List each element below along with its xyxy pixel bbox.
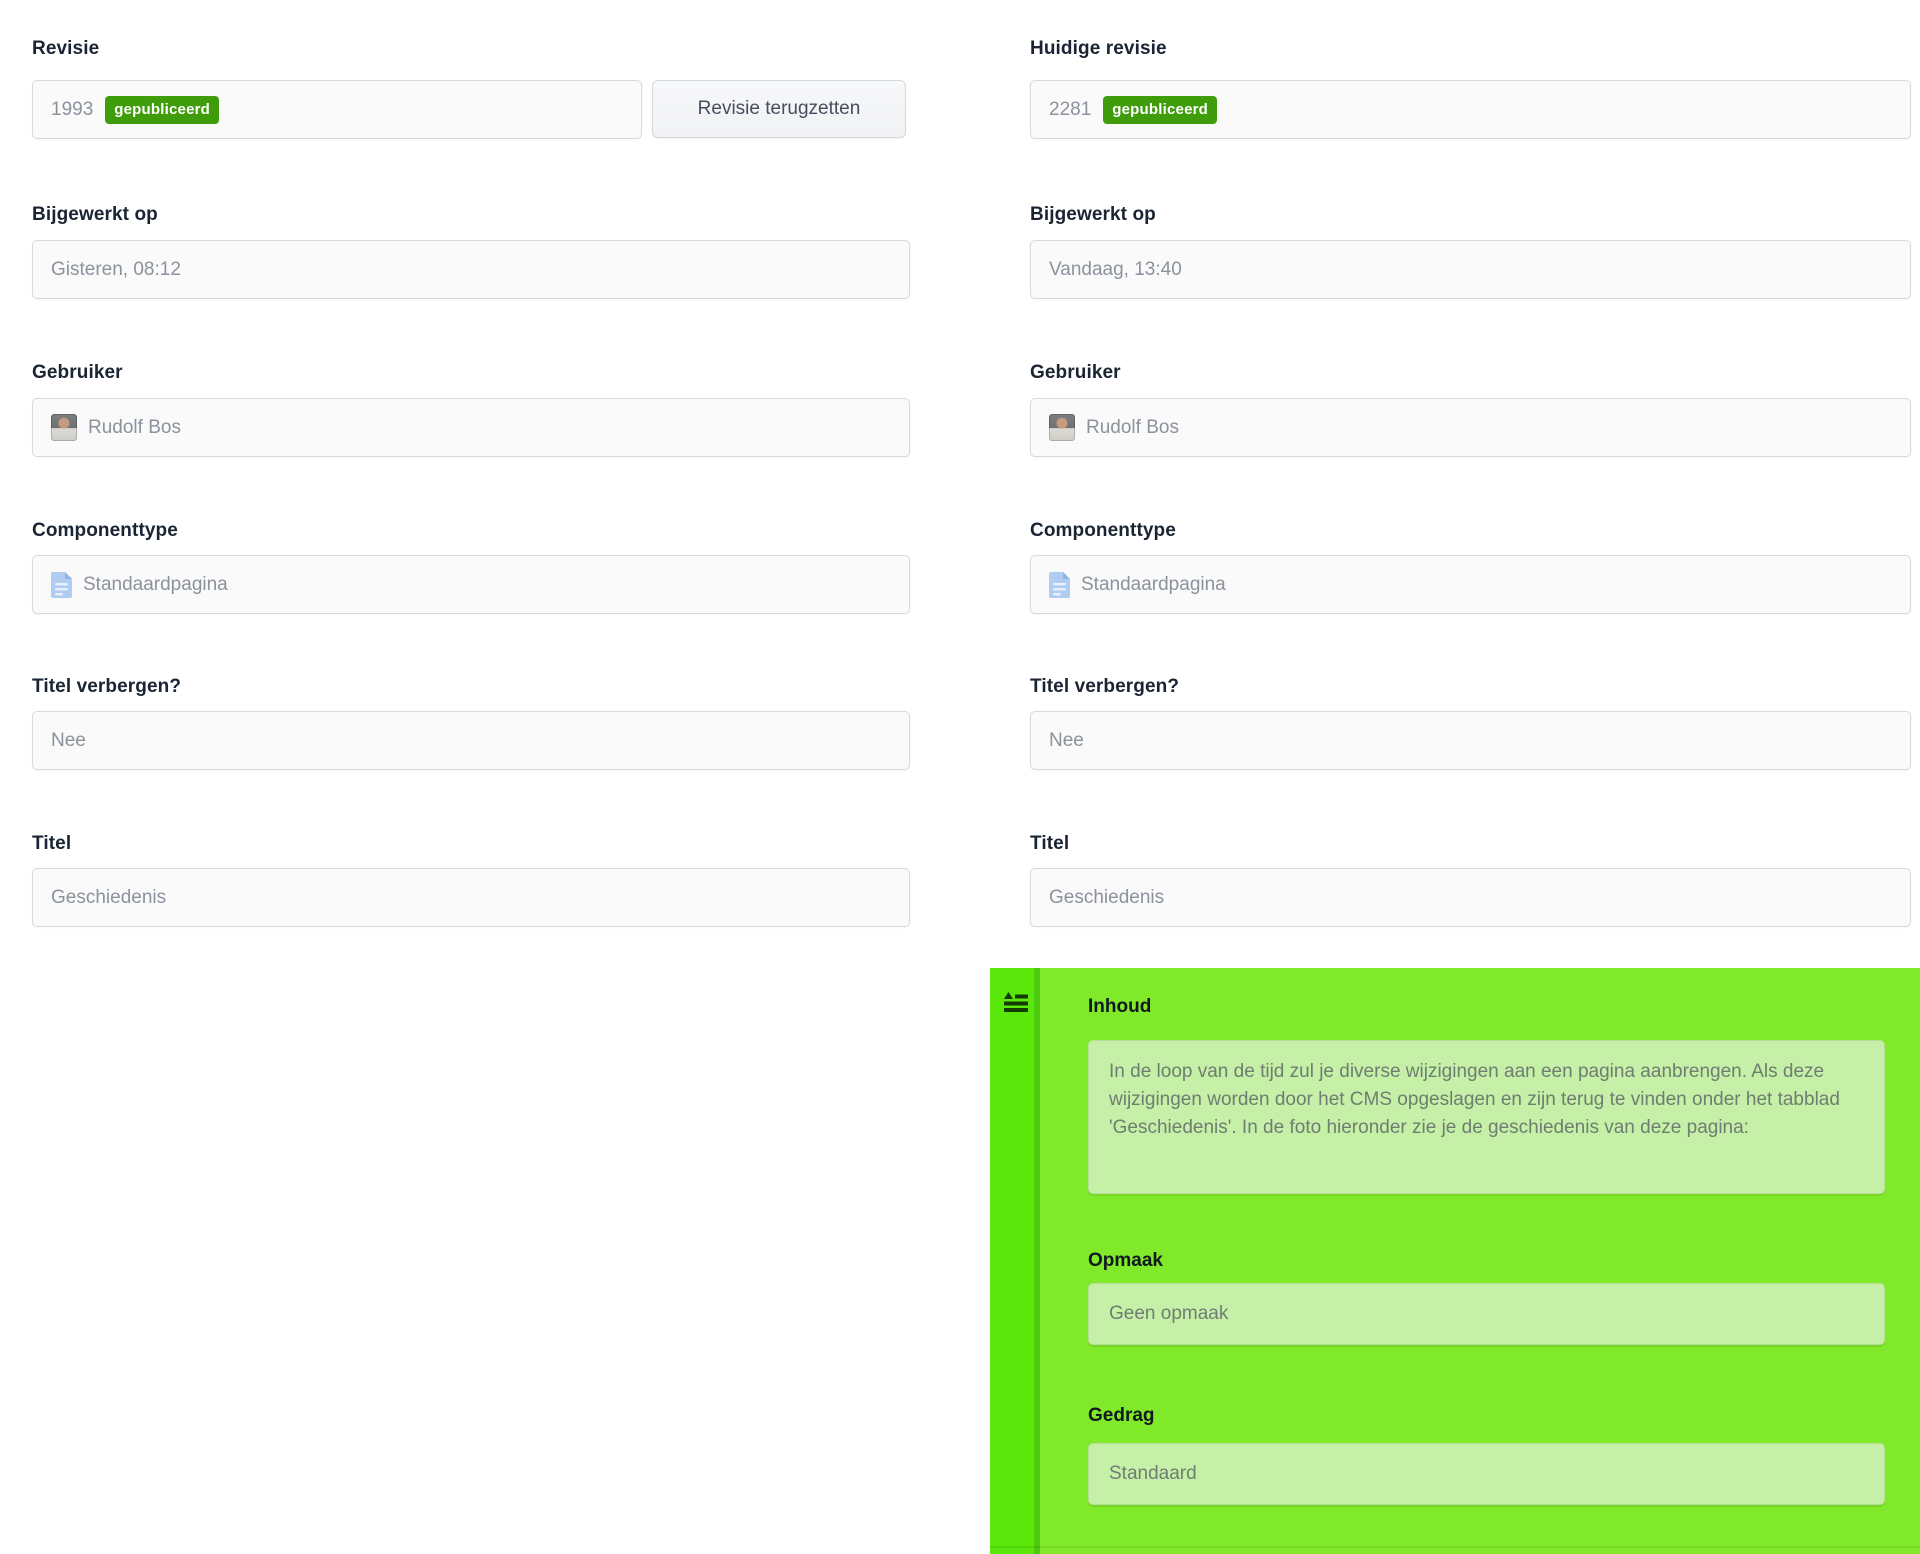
field-component-type: Standaardpagina — [1030, 555, 1911, 614]
field-value: Vandaag, 13:40 — [1049, 258, 1182, 280]
field-value: Geschiedenis — [1049, 886, 1165, 908]
diff-section-divider — [990, 1546, 1920, 1548]
document-icon — [1049, 571, 1070, 598]
diff-field-behavior-value: Standaard — [1088, 1443, 1885, 1505]
field-title: Geschiedenis — [1030, 868, 1911, 927]
current-revision-field: 2281 gepubliceerd — [1030, 80, 1911, 139]
field-label-updated-at: Bijgewerkt op — [1030, 204, 1156, 225]
field-user: Rudolf Bos — [32, 398, 910, 457]
field-label-title: Titel — [32, 833, 72, 854]
published-status-badge: gepubliceerd — [105, 95, 220, 124]
diff-field-label-behavior: Gedrag — [1088, 1405, 1155, 1426]
field-value: Rudolf Bos — [1086, 416, 1179, 438]
field-label-hide-title: Titel verbergen? — [32, 676, 182, 697]
field-label-updated-at: Bijgewerkt op — [32, 204, 158, 225]
field-label-component-type: Componenttype — [1030, 520, 1176, 541]
revision-field: 1993 gepubliceerd — [32, 80, 642, 139]
field-user: Rudolf Bos — [1030, 398, 1911, 457]
field-label-user: Gebruiker — [32, 362, 123, 383]
diff-field-label-content: Inhoud — [1088, 996, 1152, 1017]
bard-text-icon — [1004, 992, 1028, 1012]
diff-field-label-layout: Opmaak — [1088, 1250, 1163, 1271]
diff-section-added: Inhoud In de loop van de tijd zul je div… — [990, 968, 1920, 1554]
field-label-component-type: Componenttype — [32, 520, 178, 541]
field-label-title: Titel — [1030, 833, 1070, 854]
field-value: Geschiedenis — [51, 886, 167, 908]
field-value: Rudolf Bos — [88, 416, 181, 438]
field-value: Gisteren, 08:12 — [51, 258, 181, 280]
current-revision-label: Huidige revisie — [1030, 38, 1167, 59]
document-icon — [51, 571, 72, 598]
diff-field-type-strip — [990, 968, 1040, 1554]
field-hide-title: Nee — [1030, 711, 1911, 770]
field-hide-title: Nee — [32, 711, 910, 770]
field-updated-at: Vandaag, 13:40 — [1030, 240, 1911, 299]
restore-revision-button[interactable]: Revisie terugzetten — [652, 80, 906, 138]
field-value: Nee — [51, 729, 86, 751]
field-component-type: Standaardpagina — [32, 555, 910, 614]
field-value: Standaardpagina — [83, 573, 228, 595]
revision-label: Revisie — [32, 38, 100, 59]
diff-field-content-value: In de loop van de tijd zul je diverse wi… — [1088, 1040, 1885, 1194]
field-updated-at: Gisteren, 08:12 — [32, 240, 910, 299]
field-label-user: Gebruiker — [1030, 362, 1121, 383]
diff-field-layout-value: Geen opmaak — [1088, 1283, 1885, 1345]
user-avatar — [1049, 414, 1075, 441]
field-title: Geschiedenis — [32, 868, 910, 927]
field-value: Standaardpagina — [1081, 573, 1226, 595]
revision-number: 2281 — [1049, 98, 1092, 120]
field-value: Nee — [1049, 729, 1084, 751]
user-avatar — [51, 414, 77, 441]
published-status-badge: gepubliceerd — [1103, 95, 1218, 124]
field-label-hide-title: Titel verbergen? — [1030, 676, 1180, 697]
revision-number: 1993 — [51, 98, 94, 120]
